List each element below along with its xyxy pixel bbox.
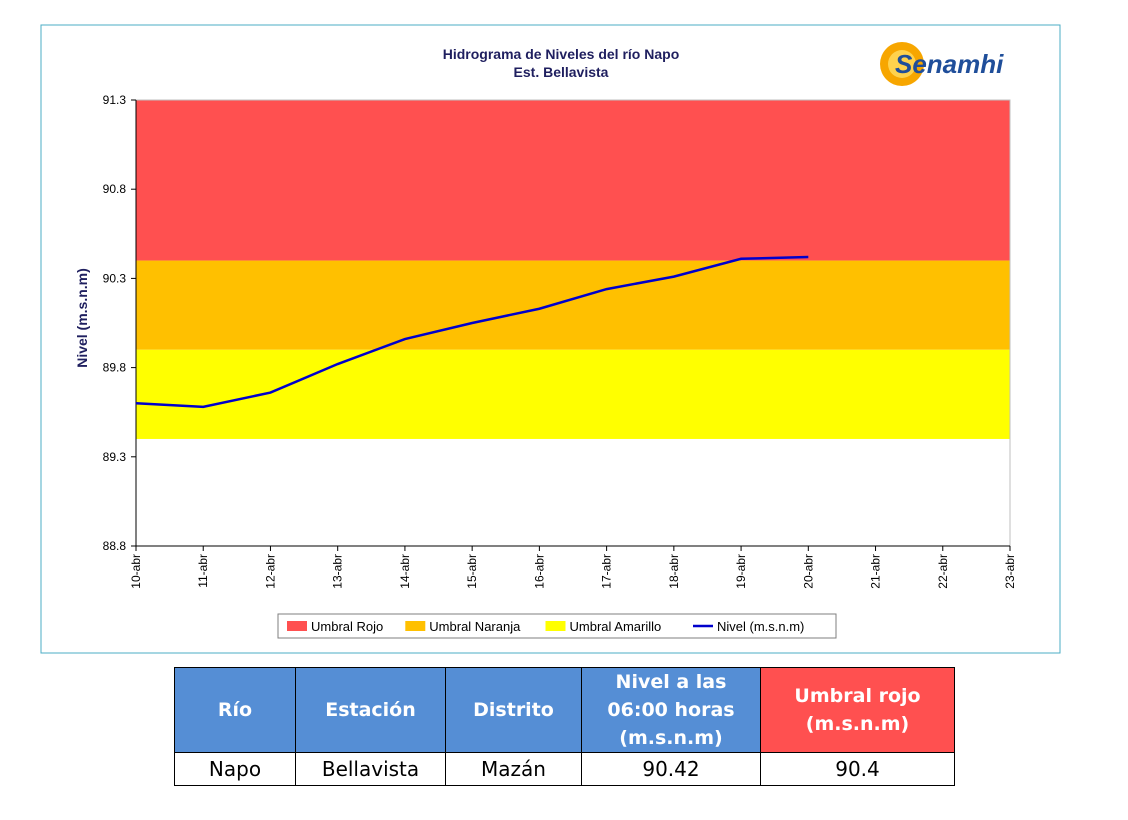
series-line: [135, 255, 809, 409]
legend-label: Umbral Amarillo: [570, 619, 662, 634]
cell: Bellavista: [295, 752, 446, 786]
legend-swatch: [287, 621, 307, 631]
header-row: Río Estación Distrito Nivel a las 06:00 …: [174, 667, 955, 753]
logo-text: Senamhi: [895, 49, 1004, 79]
data-table: Río Estación Distrito Nivel a las 06:00 …: [174, 667, 955, 786]
chart: Hidrograma de Niveles del río Napo Est. …: [40, 24, 1061, 654]
y-axis-label: Nivel (m.s.n.m): [74, 268, 90, 368]
x-tick-label: 21-abr: [869, 554, 883, 589]
x-tick-label: 18-abr: [667, 554, 681, 589]
header-cell: Estación: [295, 667, 446, 753]
x-tick-label: 17-abr: [600, 554, 614, 589]
threshold-band: [136, 260, 1010, 350]
y-tick-label: 91.3: [103, 93, 127, 107]
threshold-band: [136, 100, 1010, 261]
threshold-band: [136, 349, 1010, 439]
legend-label: Umbral Naranja: [429, 619, 521, 634]
x-tick-label: 15-abr: [465, 554, 479, 589]
legend-swatch: [405, 621, 426, 631]
x-tick-label: 16-abr: [532, 554, 546, 589]
data-row: Napo Bellavista Mazán 90.42 90.4: [174, 752, 955, 786]
x-tick-label: 12-abr: [263, 554, 277, 589]
cell: Mazán: [445, 752, 582, 786]
legend-swatch: [545, 621, 566, 631]
cell: 90.4: [760, 752, 955, 786]
y-tick-label: 88.8: [103, 539, 127, 553]
logo: Senamhi: [880, 42, 1004, 86]
x-tick-label: 14-abr: [398, 554, 412, 589]
x-tick-label: 11-abr: [196, 554, 210, 588]
x-tick-label: 10-abr: [129, 554, 143, 589]
chart-subtitle: Est. Bellavista: [514, 64, 609, 80]
header-cell: Nivel a las 06:00 horas (m.s.n.m): [581, 667, 761, 753]
header-cell: Umbral rojo (m.s.n.m): [760, 667, 955, 753]
x-tick-label: 20-abr: [801, 554, 815, 589]
x-tick-label: 23-abr: [1003, 554, 1017, 589]
y-tick-label: 90.8: [103, 182, 127, 196]
x-tick-label: 19-abr: [734, 554, 748, 589]
y-tick-label: 89.8: [103, 361, 127, 375]
legend-label: Nivel (m.s.n.m): [717, 619, 804, 634]
legend-label: Umbral Rojo: [311, 619, 383, 634]
y-tick-label: 90.3: [103, 271, 127, 285]
logo-sun-core: [888, 50, 916, 78]
legend: Umbral Rojo Umbral Naranja Umbral Amarillo…: [277, 613, 837, 639]
header-cell: Distrito: [445, 667, 582, 753]
header-cell: Río: [174, 667, 296, 753]
y-tick-label: 89.3: [103, 450, 127, 464]
x-tick-label: 13-abr: [331, 554, 345, 589]
x-tick-label: 22-abr: [936, 554, 950, 589]
chart-title: Hidrograma de Niveles del río Napo: [443, 46, 680, 62]
cell: Napo: [174, 752, 296, 786]
cell: 90.42: [581, 752, 761, 786]
